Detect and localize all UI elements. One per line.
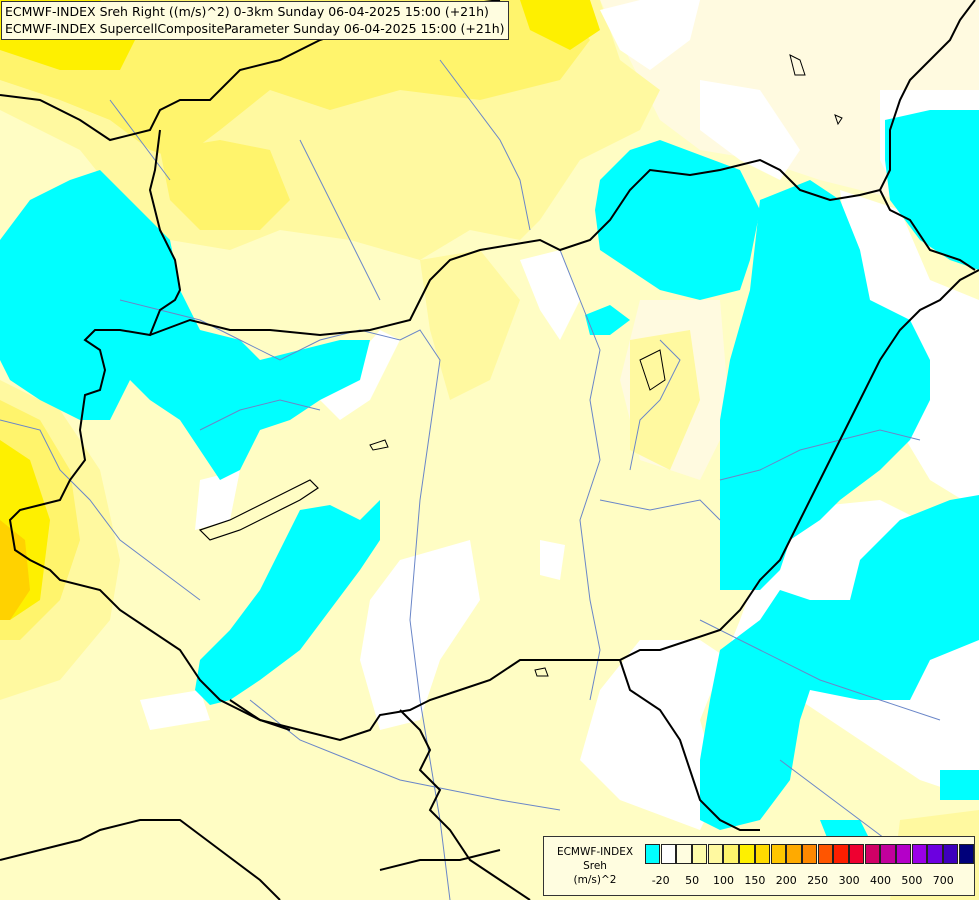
- header-line-sreh: ECMWF-INDEX Sreh Right ((m/s)^2) 0-3km S…: [5, 4, 489, 19]
- legend-swatch: [958, 844, 975, 864]
- orange-areas: [0, 520, 30, 620]
- legend-tick-label: 50: [685, 874, 700, 887]
- lakes-small: [369, 54, 843, 677]
- legend-tick-label: 100: [713, 874, 734, 887]
- legend-swatch: [801, 844, 818, 864]
- legend-tick-label: 250: [807, 874, 829, 887]
- legend-title-line1: ECMWF-INDEX: [556, 846, 634, 858]
- legend-swatch: [848, 844, 865, 864]
- legend-swatch: [943, 844, 959, 864]
- legend-swatch: [645, 844, 661, 864]
- legend-swatch: [927, 844, 943, 864]
- legend-swatch: [770, 844, 786, 864]
- legend: ECMWF-INDEX Sreh (m/s)^2 -20 50 100 150 200 2…: [543, 836, 975, 896]
- cyan-areas: [0, 110, 979, 845]
- legend-swatch: [911, 844, 928, 864]
- legend-swatch: [692, 844, 708, 864]
- legend-swatch: [739, 844, 755, 864]
- legend-swatch: [864, 844, 881, 864]
- legend-tick-label: 200: [775, 874, 797, 887]
- lake-balaton: [198, 479, 319, 541]
- legend-title: ECMWF-INDEX Sreh (m/s)^2: [546, 845, 644, 887]
- rivers: [0, 59, 941, 900]
- legend-tick-label: 400: [870, 874, 891, 887]
- legend-title-line3: (m/s)^2: [573, 874, 617, 886]
- legend-swatch: [833, 844, 849, 864]
- legend-swatch: [660, 844, 677, 864]
- legend-swatch: [786, 844, 802, 864]
- legend-swatches: [645, 844, 975, 865]
- legend-swatch: [676, 844, 692, 864]
- legend-tick-label: 300: [838, 874, 860, 887]
- legend-tick-label: 700: [932, 874, 954, 887]
- legend-tick-label: 150: [744, 874, 766, 887]
- legend-swatch: [817, 844, 833, 864]
- legend-swatch: [754, 844, 771, 864]
- legend-swatch: [723, 844, 739, 864]
- legend-tick-label: 500: [901, 874, 923, 887]
- legend-ticks: -20 50 100 150 200 250 300 400 500 700: [645, 874, 975, 888]
- legend-swatch: [896, 844, 912, 864]
- map-header: ECMWF-INDEX Sreh Right ((m/s)^2) 0-3km S…: [1, 1, 509, 40]
- header-line-scp: ECMWF-INDEX SupercellCompositeParameter …: [5, 21, 505, 36]
- legend-swatch: [880, 844, 896, 864]
- legend-tick-label: -20: [651, 874, 670, 887]
- legend-title-line2: Sreh: [583, 860, 607, 872]
- legend-swatch: [707, 844, 724, 864]
